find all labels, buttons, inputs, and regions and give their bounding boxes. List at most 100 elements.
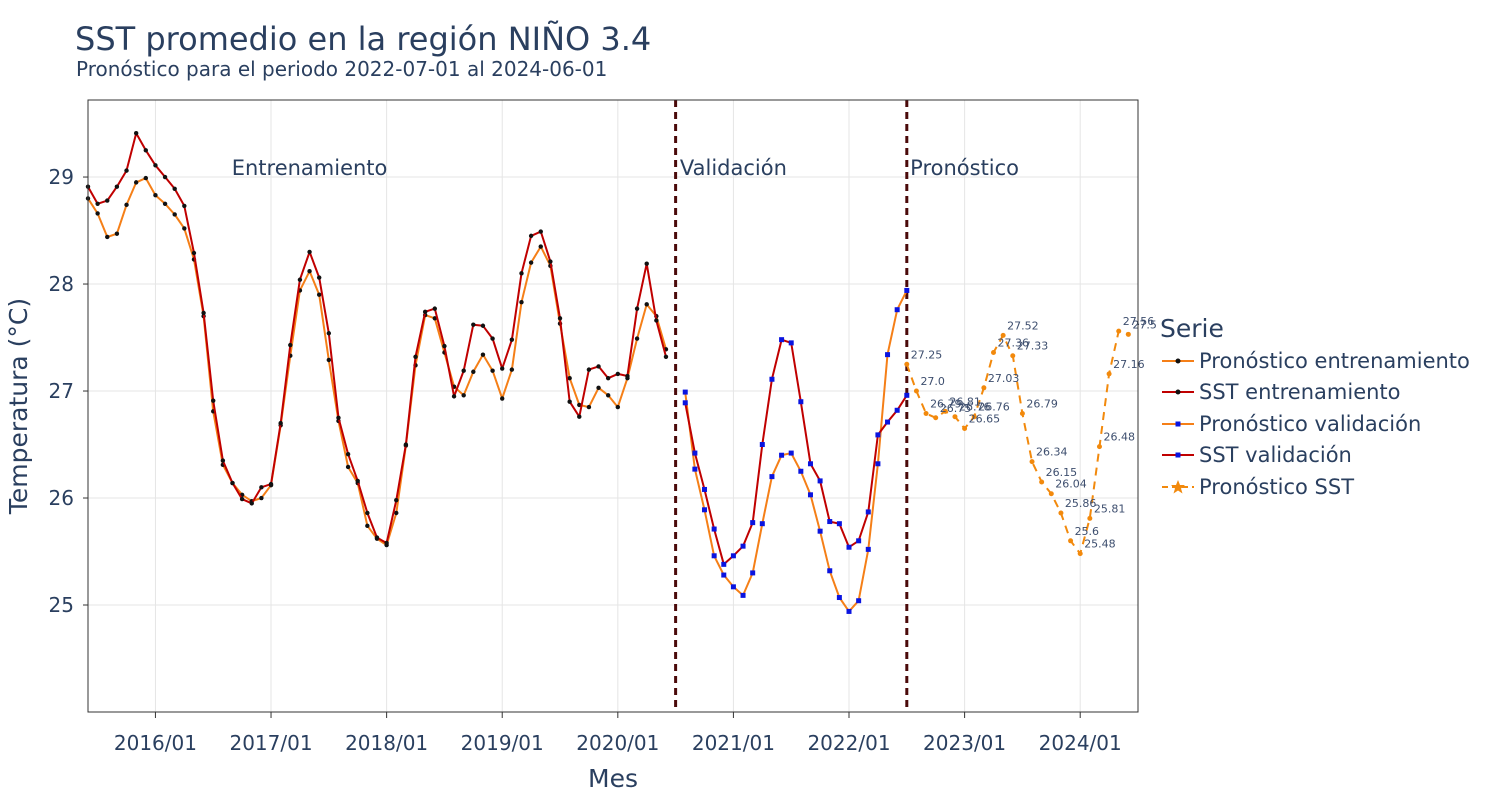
series-line [87, 177, 667, 547]
chart-title: SST promedio en la región NIÑO 3.4 [75, 20, 652, 58]
data-point [856, 598, 862, 604]
data-point [326, 331, 332, 336]
legend-item-val-forecast[interactable]: Pronóstico validación [1160, 408, 1470, 440]
data-point [904, 392, 910, 398]
data-point [365, 510, 370, 516]
data-label: 26.04 [1055, 478, 1087, 491]
data-label: 27.52 [1007, 319, 1039, 332]
y-tick-label: 26 [49, 486, 74, 510]
data-label: 26.76 [978, 401, 1010, 414]
data-point [798, 399, 804, 405]
data-label: 26.48 [1103, 431, 1135, 444]
data-point [172, 186, 177, 192]
data-point [413, 354, 418, 359]
legend-item-train-forecast[interactable]: Pronóstico entrenamiento [1160, 345, 1470, 377]
data-point [297, 277, 303, 282]
data-point [759, 442, 765, 448]
data-point [807, 492, 813, 498]
data-point [605, 393, 611, 398]
data-point [567, 375, 572, 381]
data-point [1010, 353, 1016, 359]
data-point [461, 368, 466, 373]
data-point [519, 300, 524, 305]
x-axis-title: Mes [588, 764, 638, 793]
data-point [259, 495, 264, 501]
data-point [750, 520, 756, 526]
data-point [1106, 371, 1112, 377]
series-line [905, 330, 1129, 555]
data-point [422, 309, 428, 315]
x-tick-label: 2017/01 [229, 731, 312, 755]
data-point [567, 399, 572, 404]
grid [88, 100, 1138, 712]
legend: Serie Pronóstico entrenamiento SST entre… [1160, 314, 1470, 503]
x-tick-label: 2024/01 [1039, 731, 1122, 755]
legend-label: Pronóstico SST [1199, 474, 1355, 499]
data-point [1048, 491, 1054, 497]
data-point [500, 366, 505, 371]
series [85, 130, 1131, 614]
legend-label: SST entrenamiento [1199, 380, 1401, 405]
series-line [684, 338, 908, 566]
data-point [827, 519, 833, 525]
data-point [836, 595, 842, 601]
data-point [143, 148, 148, 153]
data-point [817, 478, 823, 484]
data-point [644, 302, 649, 307]
data-point [952, 414, 958, 420]
data-point [124, 168, 129, 173]
data-point [268, 481, 274, 487]
data-point [490, 336, 495, 341]
data-point [1116, 328, 1122, 334]
data-point [528, 233, 534, 239]
data-point [249, 501, 254, 506]
legend-item-train-sst[interactable]: SST entrenamiento [1160, 377, 1470, 409]
data-point [509, 367, 515, 372]
data-point [1000, 332, 1006, 338]
data-point [432, 306, 437, 311]
data-point [865, 546, 871, 552]
data-point [211, 398, 216, 403]
data-point [577, 402, 582, 408]
data-point [278, 420, 283, 426]
axes: 25 26 27 28 29 2016/01 2017/01 2018/01 2019/01 20… [4, 165, 1122, 793]
data-point [721, 561, 727, 567]
region-label: Validación [680, 156, 787, 180]
data-point [384, 540, 389, 546]
x-tick-label: 2023/01 [923, 731, 1006, 755]
data-point [788, 450, 794, 456]
data-point [779, 337, 785, 343]
split-lines [674, 100, 909, 712]
data-label: 27.33 [1017, 340, 1049, 353]
legend-item-future[interactable]: Pronóstico SST [1160, 471, 1470, 503]
y-tick-label: 28 [49, 272, 74, 296]
data-point [586, 367, 592, 372]
data-point [316, 292, 322, 297]
data-point [114, 231, 120, 236]
data-point [480, 323, 486, 328]
data-point [519, 271, 524, 276]
data-point [769, 474, 775, 480]
data-point [885, 419, 891, 425]
data-point [133, 180, 139, 185]
data-point [779, 452, 785, 458]
data-point [682, 389, 688, 395]
data-point [1077, 551, 1083, 557]
series-train_sst [85, 130, 669, 546]
data-point [162, 201, 168, 206]
data-point [105, 198, 110, 203]
data-point [991, 350, 997, 356]
data-label: 25.86 [1065, 497, 1097, 510]
data-point [981, 385, 987, 391]
data-point [682, 400, 688, 406]
data-point [759, 521, 765, 527]
data-point [259, 485, 264, 490]
series-val_sst [682, 337, 910, 567]
legend-item-val-sst[interactable]: SST validación [1160, 440, 1470, 472]
data-point [836, 521, 842, 527]
data-point [355, 478, 360, 484]
data-label: 26.65 [969, 412, 1001, 425]
data-point [846, 544, 852, 550]
data-point [615, 371, 621, 377]
